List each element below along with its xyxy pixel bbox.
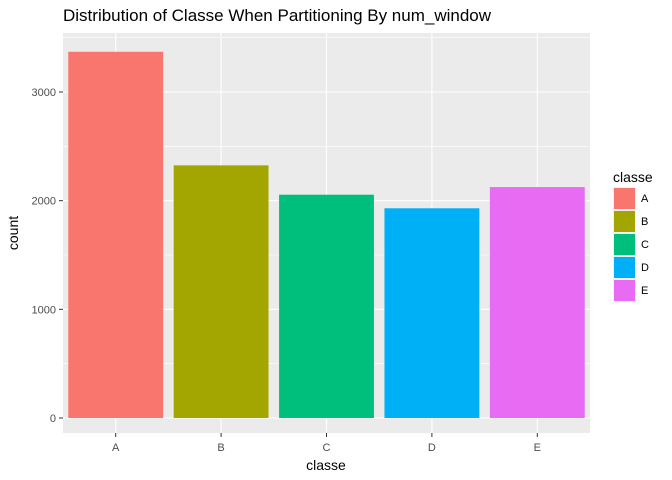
y-axis: 0 1000 2000 3000 [32, 87, 63, 425]
legend-swatch-c [614, 234, 635, 255]
legend-label: C [641, 239, 649, 251]
x-tick-label: C [323, 442, 331, 454]
legend-label: E [641, 285, 648, 297]
bar-c [279, 194, 374, 418]
legend-swatch-a [614, 188, 635, 209]
bar-d [384, 208, 480, 418]
x-tick-label: B [217, 442, 224, 454]
legend-swatch-d [614, 257, 635, 278]
x-axis: A B C D E [112, 433, 541, 454]
x-tick-label: D [428, 442, 436, 454]
x-tick-label: E [534, 442, 541, 454]
y-tick-label: 3000 [32, 87, 56, 99]
legend-label: A [641, 193, 649, 205]
bars [68, 51, 585, 418]
legend-swatch-e [614, 280, 635, 301]
bar-a [68, 51, 164, 418]
bar-b [173, 165, 269, 418]
legend-label: D [641, 262, 649, 274]
legend-label: B [641, 216, 648, 228]
y-tick-label: 1000 [32, 304, 56, 316]
legend-title: classe [613, 169, 653, 185]
x-tick-label: A [112, 442, 120, 454]
x-axis-title: classe [306, 457, 346, 473]
bar-e [489, 187, 585, 418]
chart-title: Distribution of Classe When Partitioning… [63, 6, 492, 25]
y-axis-title: count [5, 216, 21, 250]
legend-swatch-b [614, 211, 635, 232]
y-tick-label: 2000 [32, 196, 56, 208]
y-tick-label: 0 [50, 413, 56, 425]
